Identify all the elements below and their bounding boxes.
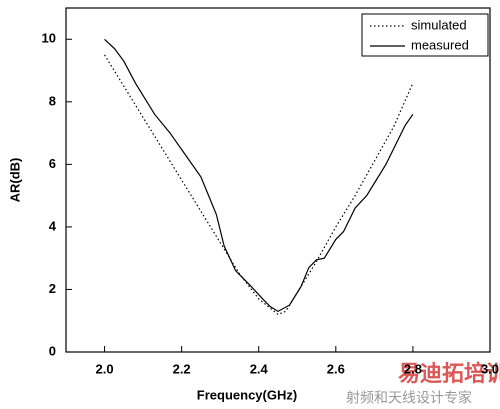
plot-frame bbox=[65, 7, 491, 353]
x-tick-label: 2.6 bbox=[327, 361, 345, 376]
x-tick-label: 2.8 bbox=[404, 361, 422, 376]
legend-box bbox=[361, 13, 489, 57]
series-line bbox=[104, 54, 414, 316]
y-tick-label: 0 bbox=[49, 343, 56, 358]
y-axis-label: AR(dB) bbox=[7, 158, 22, 203]
y-tick-label: 6 bbox=[49, 156, 56, 171]
legend-label: simulated bbox=[411, 17, 467, 32]
y-tick-label: 2 bbox=[49, 281, 56, 296]
legend-label: measured bbox=[411, 37, 469, 52]
x-tick-label: 2.0 bbox=[96, 361, 114, 376]
y-tick-label: 8 bbox=[49, 93, 56, 108]
series-line bbox=[104, 38, 414, 313]
y-tick-label: 4 bbox=[49, 218, 57, 233]
watermark-title: 易迪拓培训 bbox=[398, 361, 500, 386]
x-tick-label: 3.0 bbox=[481, 361, 499, 376]
y-tick-label: 10 bbox=[42, 31, 56, 46]
x-axis-label: Frequency(GHz) bbox=[197, 387, 297, 402]
x-tick-label: 2.4 bbox=[250, 361, 269, 376]
watermark-subtitle: 射频和天线设计专家 bbox=[346, 390, 472, 406]
x-tick-label: 2.2 bbox=[173, 361, 191, 376]
